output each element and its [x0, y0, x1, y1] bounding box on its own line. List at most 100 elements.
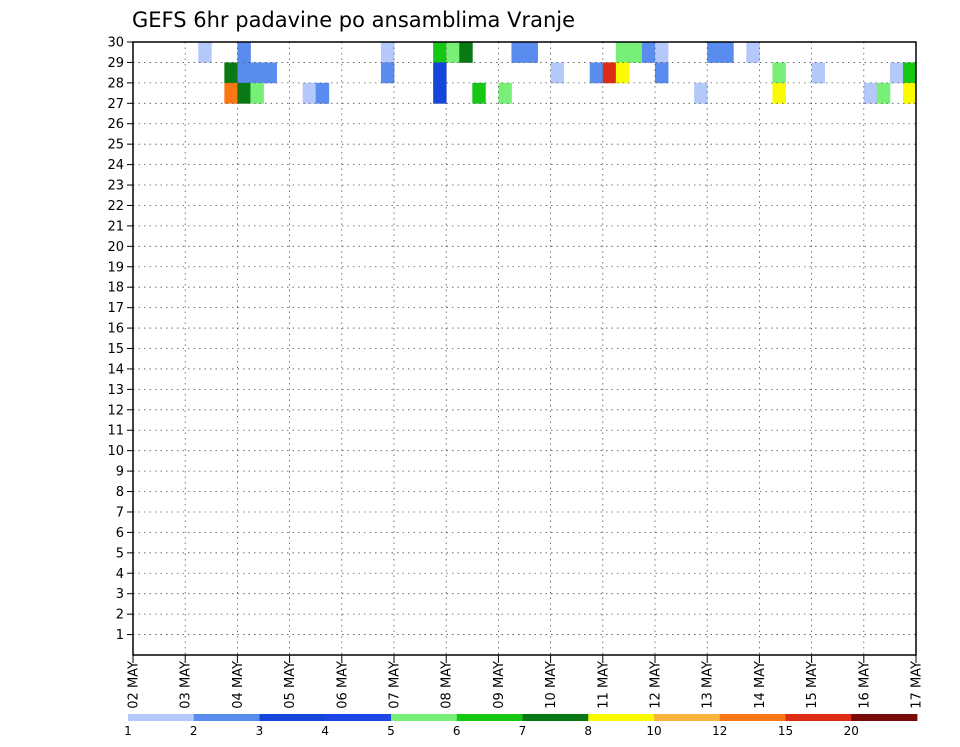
colorbar-label: 6	[453, 724, 461, 738]
heatmap-cell	[433, 42, 447, 63]
heatmap-cell	[237, 82, 251, 104]
heatmap-cell	[380, 42, 395, 63]
heatmap-cell	[655, 62, 669, 84]
y-axis: 1234567891011121314151617181920212223242…	[107, 36, 133, 643]
y-tick-label: 14	[107, 362, 124, 377]
heatmap-cell	[707, 42, 721, 63]
y-tick-label: 1	[116, 628, 124, 643]
heatmap-cell	[459, 42, 473, 63]
heatmap-cell	[720, 42, 734, 63]
heatmap-cell	[811, 62, 826, 84]
x-tick-label: 10 MAY	[544, 661, 559, 709]
heatmap-cell	[746, 42, 760, 63]
y-tick-label: 29	[107, 56, 124, 71]
heatmap-cell	[237, 62, 251, 84]
y-tick-label: 7	[116, 505, 124, 520]
grid-lines	[132, 42, 917, 655]
colorbar-label: 15	[778, 724, 793, 738]
x-tick-label: 09 MAY	[492, 661, 507, 709]
colorbar-segment	[325, 714, 392, 721]
heatmap-cell	[655, 42, 669, 63]
heatmap-cell	[772, 82, 786, 104]
colorbar-label: 20	[844, 724, 859, 738]
y-tick-label: 18	[107, 281, 124, 296]
y-tick-label: 21	[107, 219, 124, 234]
colorbar-label: 7	[519, 724, 527, 738]
heatmap-cell	[863, 82, 878, 104]
x-tick-label: 15 MAY	[805, 661, 820, 709]
y-tick-label: 28	[107, 76, 124, 91]
x-tick-label: 13 MAY	[701, 661, 716, 709]
y-tick-label: 27	[107, 97, 124, 112]
y-tick-label: 16	[107, 322, 124, 337]
y-tick-label: 22	[107, 199, 124, 214]
heatmap-cell	[628, 42, 643, 63]
colorbar-segment	[128, 714, 195, 721]
chart-title: GEFS 6hr padavine po ansamblima Vranje	[132, 8, 575, 32]
colorbar-label: 4	[321, 724, 329, 738]
heatmap-cell	[641, 42, 656, 63]
colorbar-label: 2	[190, 724, 198, 738]
x-tick-label: 06 MAY	[335, 661, 350, 709]
heatmap-cell	[250, 62, 264, 84]
colorbar-segment	[785, 714, 852, 721]
heatmap-cell	[589, 62, 604, 84]
y-tick-label: 24	[107, 158, 124, 173]
colorbar-segment	[193, 714, 260, 721]
y-tick-label: 19	[107, 260, 124, 275]
colorbar-label: 1	[124, 724, 132, 738]
heatmap-cell	[237, 42, 251, 63]
y-tick-label: 4	[116, 567, 124, 582]
x-tick-label: 08 MAY	[440, 661, 455, 709]
heatmap-cell	[615, 42, 630, 63]
x-tick-label: 12 MAY	[649, 661, 664, 709]
y-tick-label: 25	[107, 138, 124, 153]
heatmap-cell	[472, 82, 486, 104]
y-tick-label: 15	[107, 342, 124, 357]
colorbar-segment	[522, 714, 589, 721]
x-tick-label: 11 MAY	[596, 661, 611, 709]
heatmap-cell	[315, 82, 330, 104]
colorbar-segment	[259, 714, 326, 721]
y-tick-label: 3	[116, 587, 124, 602]
heatmap-cell	[446, 42, 460, 63]
colorbar-segment	[719, 714, 786, 721]
heatmap-cell	[889, 62, 904, 84]
y-tick-label: 13	[107, 383, 124, 398]
colorbar-label: 10	[646, 724, 661, 738]
y-tick-label: 8	[116, 485, 124, 500]
heatmap-cell	[433, 62, 447, 84]
y-tick-label: 26	[107, 117, 124, 132]
heatmap-cell	[550, 62, 565, 84]
heatmap-cell	[902, 82, 917, 104]
heatmap-cell	[224, 62, 238, 84]
heatmap-cell	[380, 62, 395, 84]
heatmap-cells	[198, 42, 917, 104]
colorbar-label: 12	[712, 724, 727, 738]
heatmap-cell	[302, 82, 317, 104]
heatmap-cell	[615, 62, 630, 84]
heatmap-cell	[772, 62, 786, 84]
colorbar-segment	[588, 714, 655, 721]
heatmap-cell	[694, 82, 708, 104]
y-tick-label: 6	[116, 526, 124, 541]
colorbar-segment	[391, 714, 458, 721]
y-tick-label: 11	[107, 424, 124, 439]
y-tick-label: 17	[107, 301, 124, 316]
x-tick-label: 03 MAY	[179, 661, 194, 709]
heatmap-cell	[498, 82, 512, 104]
x-axis: 02 MAY 03 MAY 04 MAY 05 MAY 06 MAY 07 MAY 08 M…	[127, 655, 925, 709]
heatmap-cell	[198, 42, 212, 63]
heatmap-cell	[876, 82, 891, 104]
x-tick-label: 14 MAY	[753, 661, 768, 709]
heatmap-cell	[263, 62, 277, 84]
heatmap-cell	[433, 82, 447, 104]
y-tick-label: 20	[107, 240, 124, 255]
heatmap-cell	[511, 42, 525, 63]
heatmap-cell	[224, 82, 238, 104]
heatmap-cell	[902, 62, 917, 84]
x-tick-label: 05 MAY	[283, 661, 298, 709]
heatmap-cell	[250, 82, 264, 104]
